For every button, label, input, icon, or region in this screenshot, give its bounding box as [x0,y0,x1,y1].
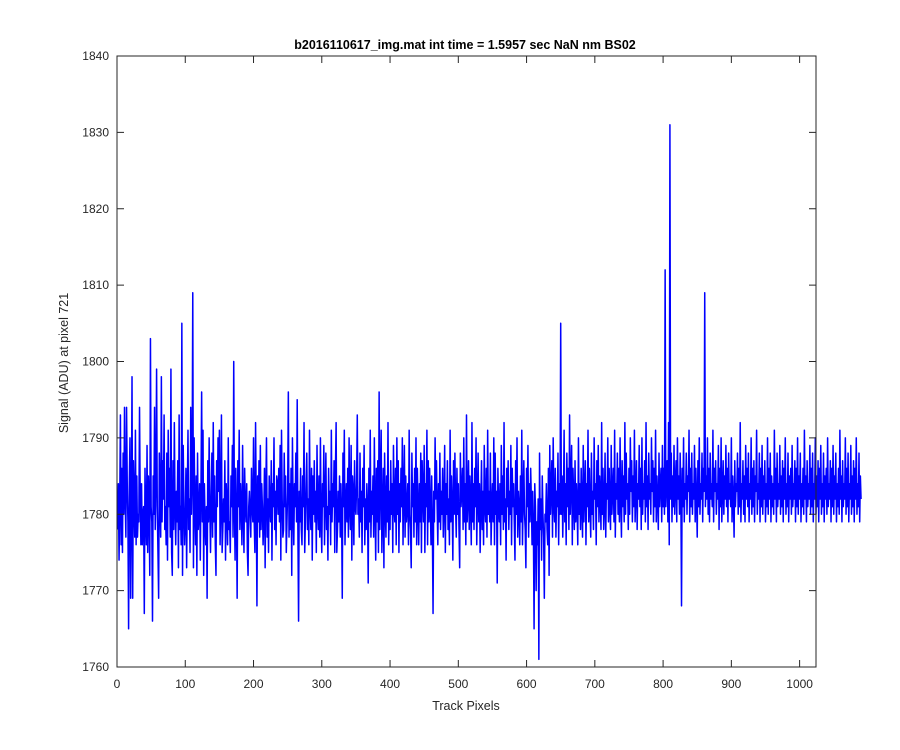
x-tick-label-100: 100 [175,677,195,691]
x-tick-label-200: 200 [244,677,264,691]
x-tick-label-800: 800 [653,677,673,691]
x-tick-label-700: 700 [585,677,605,691]
y-tick-label-1830: 1830 [82,125,109,139]
x-tick-label-600: 600 [517,677,537,691]
y-tick-label-1780: 1780 [82,507,109,521]
y-tick-label-1800: 1800 [82,355,109,369]
x-tick-label-500: 500 [448,677,468,691]
y-tick-label-1840: 1840 [82,49,109,63]
y-tick-label-1810: 1810 [82,278,109,292]
plot-area [117,56,816,667]
series-line-0 [116,123,862,661]
chart-title: b2016110617_img.mat int time = 1.5957 se… [294,38,636,52]
y-axis-label: Signal (ADU) at pixel 721 [57,293,71,433]
x-tick-label-400: 400 [380,677,400,691]
y-tick-label-1790: 1790 [82,431,109,445]
y-tick-label-1770: 1770 [82,584,109,598]
series-layer [116,123,862,661]
x-tick-label-900: 900 [721,677,741,691]
y-tick-label-1820: 1820 [82,202,109,216]
tick-layer: 0 100 200 300 400 500 600 700 800 900 1000 1760 1770… [82,49,816,691]
x-tick-label-1000: 1000 [786,677,813,691]
x-tick-label-0: 0 [114,677,121,691]
x-tick-label-300: 300 [312,677,332,691]
y-tick-label-1760: 1760 [82,660,109,674]
plot-frame [116,55,817,668]
x-axis-label: Track Pixels [432,699,500,713]
